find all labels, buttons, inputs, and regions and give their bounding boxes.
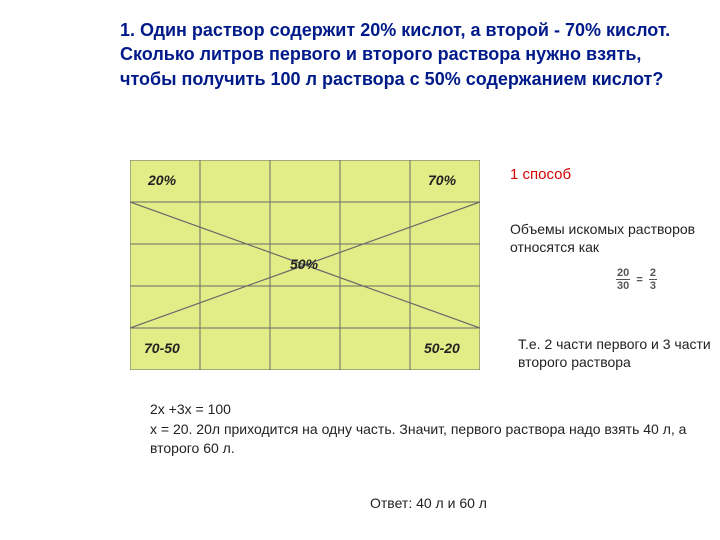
frac1-den: 30 [616,280,630,292]
problem-title: 1. Один раствор содержит 20% кислот, а в… [120,18,700,91]
cell-top-right: 70% [428,172,456,188]
equation-line2: x = 20. 20л приходится на одну часть. Зн… [150,420,690,459]
answer-text: Ответ: 40 л и 60 л [370,495,487,511]
cell-bottom-right: 50-20 [424,340,460,356]
cell-bottom-left: 70-50 [144,340,180,356]
equation-line1: 2x +3x = 100 [150,400,690,420]
frac1-num: 20 [616,267,630,280]
fraction-block: 20 30 = 2 3 [616,267,657,292]
frac2-num: 2 [649,267,657,280]
cell-center: 50% [290,256,318,272]
frac2-den: 3 [649,280,657,292]
method-label: 1 способ [510,166,571,183]
equals-sign: = [636,274,642,286]
cross-grid: 20% 70% 50% 70-50 50-20 [130,160,480,370]
parts-text: Т.е. 2 части первого и 3 части второго р… [518,335,718,371]
equation-block: 2x +3x = 100 x = 20. 20л приходится на о… [150,400,690,459]
ratio-text: Объемы искомых растворов относятся как [510,220,710,256]
cell-top-left: 20% [148,172,176,188]
